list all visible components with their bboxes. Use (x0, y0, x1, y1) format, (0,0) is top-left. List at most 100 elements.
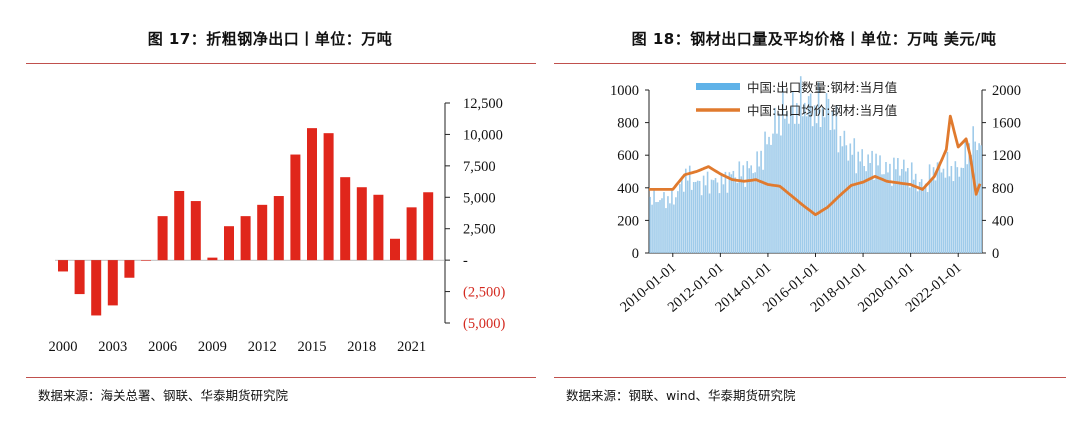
right-volume-bar (857, 151, 860, 253)
left-y-tick-label: - (463, 253, 468, 269)
right-volume-bar (784, 118, 786, 253)
right-volume-bar (720, 173, 723, 253)
right-volume-bar (871, 150, 873, 253)
left-chart-panel: 图 17：折粗钢净出口丨单位：万吨 12,500 10,000 7,500 5,000… (26, 30, 536, 403)
right-volume-bar (706, 171, 709, 253)
left-x-tick-label: 2009 (198, 339, 227, 355)
right-volume-bar (756, 151, 758, 253)
right-volume-bar (790, 106, 792, 254)
right-legend-bar-swatch (696, 83, 740, 90)
right-volume-bar (928, 164, 931, 253)
right-volume-bar (649, 196, 651, 253)
left-source-note: 数据来源：海关总署、钢联、华泰期货研究院 (38, 388, 289, 403)
right-volume-bar (964, 138, 967, 253)
left-y-tick-label: 12,500 (463, 96, 503, 112)
right-volume-bar (813, 105, 816, 253)
right-volume-bar (694, 181, 697, 253)
right-volume-bar (700, 195, 703, 253)
left-bar (91, 260, 102, 316)
right-volume-bar (809, 93, 812, 254)
left-bar (58, 260, 68, 272)
right-volume-bar (799, 76, 802, 254)
right-volume-bar (889, 163, 891, 253)
right-combo-chart: 100080060040020002000160012008004000中国:出… (610, 76, 1021, 316)
right-volume-bar (782, 88, 784, 254)
right-volume-bar (841, 146, 844, 253)
right-price-line (649, 114, 982, 217)
left-x-tick-label: 2006 (148, 339, 177, 355)
right-volume-bar (906, 167, 909, 253)
right-volume-bar (742, 165, 745, 253)
right-volume-bar (893, 157, 895, 253)
left-bar (207, 257, 218, 261)
right-volume-bar (920, 179, 923, 253)
left-bar (257, 204, 268, 261)
right-volume-bar (861, 149, 863, 253)
left-y-tick-label: (2,500) (463, 285, 505, 301)
right-volume-bar (724, 171, 727, 253)
right-chart-panel: 图 18：钢材出口量及平均价格丨单位：万吨 美元/吨 1000 800 600 400… (548, 0, 1080, 422)
right-volume-bar (831, 111, 834, 253)
right-volume-bar (952, 181, 955, 253)
left-bar (141, 260, 151, 261)
right-volume-bar (966, 164, 969, 253)
right-volume-bar (659, 200, 661, 253)
right-y-right-tick-label: 0 (992, 246, 999, 262)
right-volume-bar (916, 191, 919, 253)
right-title-rule (554, 63, 1066, 64)
left-x-tick-label: 2015 (298, 339, 327, 355)
right-volume-bar (853, 138, 856, 253)
right-volume-bar (875, 153, 877, 253)
right-volume-bar (732, 170, 735, 253)
right-volume-bar (692, 182, 695, 253)
right-volume-bar (819, 127, 822, 253)
left-bar (224, 226, 234, 261)
right-volume-bar (926, 192, 929, 253)
right-volume-bar (774, 107, 776, 253)
right-volume-bar (936, 162, 939, 253)
left-bar (390, 238, 400, 261)
right-volume-bar (899, 175, 901, 253)
right-volume-bar (827, 98, 830, 254)
right-volume-bar (655, 202, 657, 253)
right-volume-bar (833, 129, 836, 253)
right-y-right-tick-label: 400 (992, 213, 1014, 229)
right-volume-bar (669, 203, 671, 253)
right-volume-bar (754, 172, 756, 253)
left-source-rule (26, 377, 536, 378)
right-volume-bar (912, 179, 915, 253)
left-x-tick-label: 2003 (98, 339, 127, 355)
right-volume-bar (859, 161, 862, 253)
left-y-tick-label: 2,500 (463, 222, 496, 238)
right-volume-bar (728, 172, 731, 253)
right-volume-bar (918, 182, 921, 253)
right-volume-bar (803, 102, 806, 254)
right-volume-bar (867, 154, 869, 253)
left-x-tick-label: 2000 (49, 339, 78, 355)
right-volume-bar (704, 185, 707, 253)
right-volume-bar (855, 173, 858, 253)
right-volume-bar (807, 96, 810, 253)
right-volume-bar (865, 171, 867, 253)
right-source-rule (554, 377, 1066, 378)
right-volume-bar (940, 172, 943, 253)
right-volume-bar (877, 165, 879, 253)
right-volume-bar (750, 165, 752, 253)
right-volume-bar (881, 174, 883, 253)
right-volume-bar (698, 180, 701, 253)
right-volume-bar (696, 180, 699, 253)
left-bar (290, 154, 301, 261)
right-volume-bar (744, 186, 747, 253)
right-volume-bar (776, 133, 778, 253)
right-volume-bar (681, 176, 683, 253)
left-bar (174, 191, 185, 261)
right-volume-bar (879, 155, 881, 253)
right-volume-bar (657, 201, 659, 253)
left-x-tick-label: 2021 (397, 339, 426, 355)
right-volume-bar (885, 161, 887, 253)
left-x-tick-label: 2018 (347, 339, 376, 355)
right-volume-bar (910, 162, 913, 253)
left-bar (356, 187, 367, 261)
right-y-right-tick-label: 800 (992, 181, 1014, 197)
right-y-right-tick-label: 2000 (992, 83, 1021, 99)
